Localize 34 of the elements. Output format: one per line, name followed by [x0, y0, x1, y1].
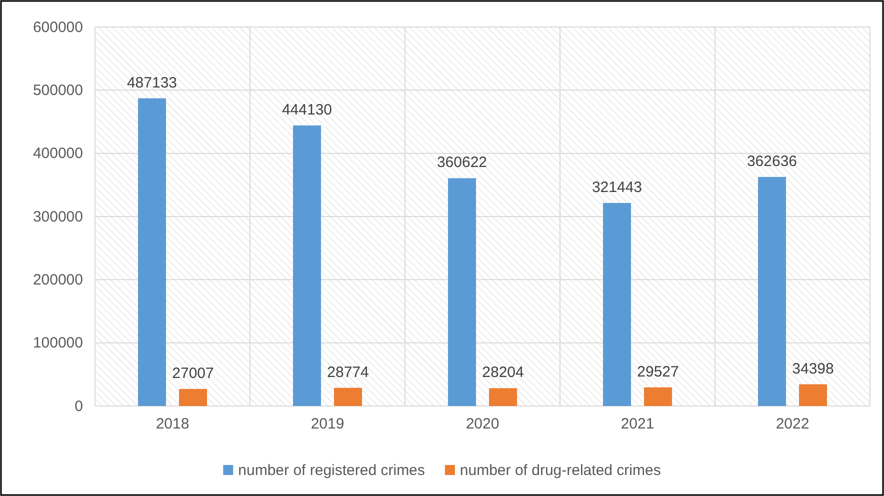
data-label: 362636 [746, 152, 798, 170]
bar [334, 388, 362, 406]
x-tick-label: 2021 [620, 416, 654, 433]
legend-label: number of drug-related crimes [460, 462, 661, 479]
bar [644, 387, 672, 406]
bar [179, 388, 207, 406]
legend-label: number of registered crimes [238, 462, 425, 479]
x-tick-label: 2020 [466, 416, 500, 433]
bar [293, 125, 321, 406]
data-label: 28204 [482, 364, 524, 382]
data-label: 28774 [327, 364, 369, 381]
bar [799, 384, 827, 406]
y-tick-label: 500000 [32, 82, 83, 99]
data-label: 29527 [637, 363, 679, 380]
bar [603, 202, 631, 406]
bar [448, 178, 476, 406]
x-tick-label: 2018 [156, 416, 190, 433]
y-tick-label: 0 [74, 398, 83, 415]
bar [758, 176, 786, 406]
y-tick-label: 200000 [32, 271, 83, 288]
y-tick-label: 400000 [32, 145, 83, 162]
y-tick-label: 100000 [32, 334, 83, 352]
bar [489, 388, 517, 406]
data-label: 444130 [282, 101, 332, 118]
x-tick-label: 2019 [310, 416, 344, 433]
data-label: 27007 [172, 364, 214, 382]
data-label: 360622 [436, 154, 488, 172]
data-label: 487133 [126, 74, 178, 92]
bar [138, 98, 166, 406]
data-label: 34398 [792, 360, 834, 378]
y-tick-label: 300000 [32, 208, 83, 226]
x-tick-label: 2022 [776, 416, 810, 433]
y-tick-label: 600000 [32, 18, 83, 36]
data-label: 321443 [592, 178, 642, 196]
